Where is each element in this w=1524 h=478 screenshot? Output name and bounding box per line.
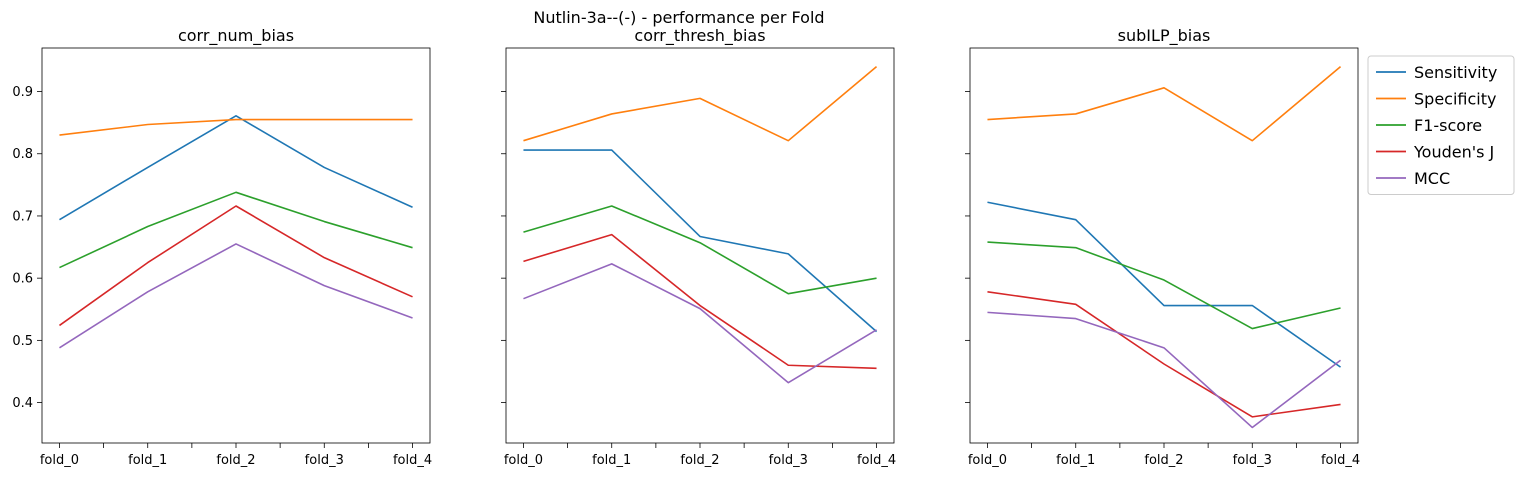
series-line-sensitivity <box>523 149 878 333</box>
axes-frame <box>505 47 895 444</box>
y-tick-label: 0.8 <box>12 147 33 162</box>
series-line-f1-score <box>523 205 877 295</box>
series-line-specificity <box>59 118 413 136</box>
x-tick-label: fold_2 <box>216 453 255 468</box>
x-tick-label: fold_0 <box>40 453 79 468</box>
panel-corr-num-bias: corr_num_bias fold_0 fold_1 fold_2 fold_3 fol… <box>12 26 432 468</box>
x-tick-label: fold_0 <box>968 453 1007 468</box>
x-tick-label: fold_0 <box>504 453 543 468</box>
legend-item-youden-s-j: Youden's J <box>1376 143 1494 162</box>
panel-corr-thresh-bias: corr_thresh_bias fold_0 fold_1 fold_2 fold_3… <box>501 26 896 468</box>
x-tick-label: fold_3 <box>1233 453 1272 468</box>
x-tick-label: fold_4 <box>1321 453 1360 468</box>
axes-frame <box>969 47 1359 444</box>
legend-label: Youden's J <box>1413 143 1494 162</box>
legend-label: Sensitivity <box>1414 63 1497 82</box>
panel-subilp-bias: subILP_bias fold_0 fold_1 fold_2 fold_3 fold_… <box>965 26 1360 468</box>
series-line-f1-score <box>987 241 1341 330</box>
legend-item-sensitivity: Sensitivity <box>1376 63 1497 82</box>
x-tick-label: fold_1 <box>592 453 631 468</box>
y-tick-label: 0.9 <box>12 85 33 100</box>
panel-title: corr_num_bias <box>178 26 294 46</box>
x-tick-label: fold_2 <box>680 453 719 468</box>
series-line-sensitivity <box>987 201 1341 368</box>
x-tick-label: fold_1 <box>128 453 167 468</box>
x-tick-label: fold_3 <box>769 453 808 468</box>
series-line-f1-score <box>59 191 413 269</box>
y-tick-label: 0.5 <box>12 334 33 349</box>
legend-item-f1-score: F1-score <box>1376 116 1482 135</box>
y-tick-label: 0.6 <box>12 272 33 287</box>
legend-label: MCC <box>1414 169 1450 188</box>
legend-item-specificity: Specificity <box>1376 90 1496 109</box>
series-line-youden-s-j <box>523 233 877 370</box>
series-line-specificity <box>523 66 878 142</box>
x-tick-label: fold_4 <box>857 453 896 468</box>
panel-title: subILP_bias <box>1118 26 1211 46</box>
chart-legend: Sensitivity Specificity F1-score Youden's J… <box>1367 55 1515 195</box>
x-tick-label: fold_2 <box>1144 453 1183 468</box>
series-line-sensitivity <box>59 115 413 221</box>
legend-frame <box>1367 55 1515 195</box>
y-tick-label: 0.7 <box>12 209 33 224</box>
series-line-youden-s-j <box>987 291 1341 418</box>
legend-label: Specificity <box>1414 90 1496 109</box>
x-tick-label: fold_3 <box>305 453 344 468</box>
legend-item-mcc: MCC <box>1376 169 1450 188</box>
figure-title: Nutlin-3a--(-) - performance per Fold <box>533 8 824 27</box>
x-tick-label: fold_4 <box>393 453 432 468</box>
legend-label: F1-score <box>1414 116 1482 135</box>
series-line-youden-s-j <box>58 205 413 327</box>
axes-frame <box>41 47 431 444</box>
panel-title: corr_thresh_bias <box>634 26 765 46</box>
chart-panels: corr_num_bias fold_0 fold_1 fold_2 fold_3 fol… <box>12 26 1360 468</box>
series-line-specificity <box>987 66 1342 142</box>
x-tick-label: fold_1 <box>1056 453 1095 468</box>
series-line-mcc <box>523 263 877 384</box>
series-line-mcc <box>59 243 413 349</box>
y-tick-label: 0.4 <box>12 396 33 411</box>
series-line-mcc <box>987 311 1342 429</box>
